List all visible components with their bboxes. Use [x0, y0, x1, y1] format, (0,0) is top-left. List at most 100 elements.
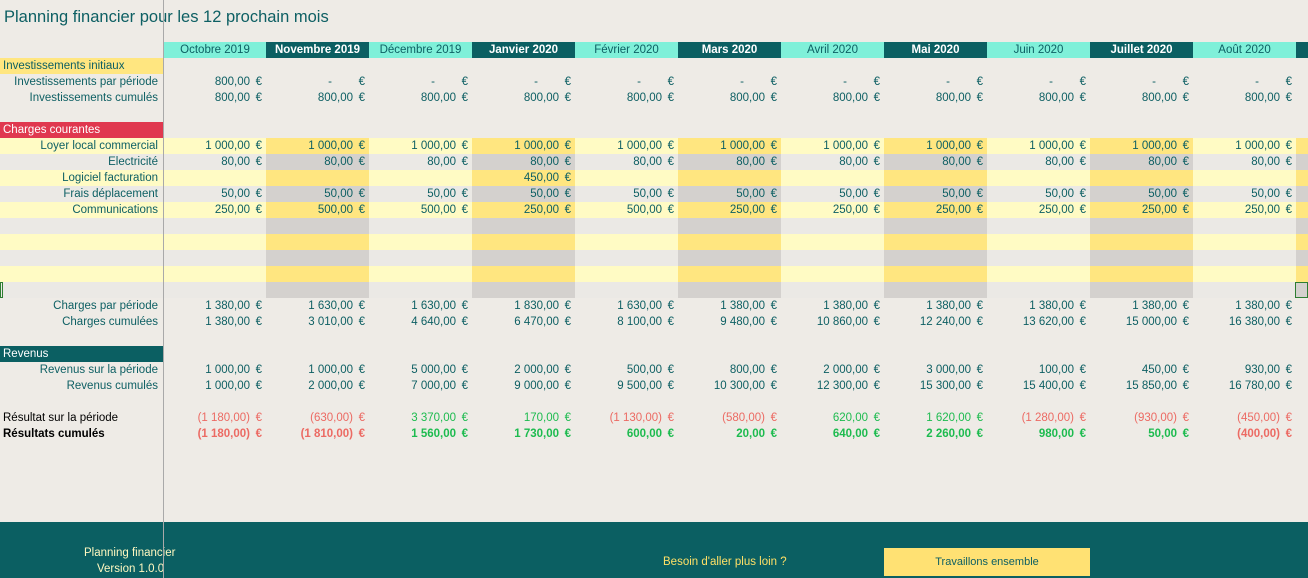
value-cell[interactable]: 2 260,00 € [884, 426, 987, 442]
value-cell[interactable]: 13 620,00 € [987, 314, 1090, 330]
value-cell[interactable] [1296, 410, 1308, 426]
value-cell[interactable]: (1 810,00) € [266, 426, 369, 442]
value-cell[interactable] [266, 282, 369, 298]
value-cell[interactable]: 1 000,00 € [1193, 138, 1296, 154]
value-cell[interactable]: 250,00 € [678, 202, 781, 218]
value-cell[interactable]: 7 000,00 € [369, 378, 472, 394]
value-cell[interactable] [1090, 234, 1193, 250]
value-cell[interactable] [369, 170, 472, 186]
value-cell[interactable] [678, 170, 781, 186]
value-cell[interactable]: 2 000,00 € [472, 362, 575, 378]
value-cell[interactable]: 640,00 € [781, 426, 884, 442]
value-cell[interactable]: - € [369, 74, 472, 90]
value-cell[interactable]: 16 780,00 € [1193, 378, 1296, 394]
row-label[interactable]: Revenus cumulés [66, 380, 158, 392]
value-cell[interactable] [1193, 282, 1296, 298]
value-cell[interactable] [884, 218, 987, 234]
value-cell[interactable] [1296, 314, 1308, 330]
value-cell[interactable] [575, 170, 678, 186]
month-header[interactable]: Décembre 2019 [369, 42, 472, 58]
value-cell[interactable] [781, 250, 884, 266]
value-cell[interactable]: 1 000,00 € [678, 138, 781, 154]
value-cell[interactable]: 4 640,00 € [369, 314, 472, 330]
row-label[interactable] [0, 250, 163, 266]
row-label[interactable]: Résultat sur la période [3, 412, 119, 424]
value-cell[interactable]: 1 630,00 € [369, 298, 472, 314]
value-cell[interactable]: 800,00 € [781, 90, 884, 106]
section-investissements-label[interactable]: Investissements initiaux [0, 58, 163, 74]
value-cell[interactable]: (1 280,00) € [987, 410, 1090, 426]
value-cell[interactable]: 500,00 € [369, 202, 472, 218]
value-cell[interactable]: 170,00 € [472, 410, 575, 426]
value-cell[interactable]: 15 400,00 € [987, 378, 1090, 394]
value-cell[interactable]: 2 000,00 € [781, 362, 884, 378]
value-cell[interactable]: 800,00 € [266, 90, 369, 106]
value-cell[interactable]: 20,00 € [678, 426, 781, 442]
value-cell[interactable]: (450,00) € [1193, 410, 1296, 426]
value-cell[interactable] [678, 218, 781, 234]
value-cell[interactable]: (630,00) € [266, 410, 369, 426]
value-cell[interactable] [884, 234, 987, 250]
value-cell[interactable] [884, 250, 987, 266]
month-header[interactable]: Juillet 2020 [1090, 42, 1193, 58]
value-cell[interactable] [575, 218, 678, 234]
value-cell[interactable] [164, 234, 266, 250]
value-cell[interactable]: 250,00 € [987, 202, 1090, 218]
value-cell[interactable] [472, 266, 575, 282]
value-cell[interactable] [369, 282, 472, 298]
value-cell[interactable]: 80,00 € [369, 154, 472, 170]
value-cell[interactable] [1090, 266, 1193, 282]
value-cell[interactable]: 50,00 € [884, 186, 987, 202]
value-cell[interactable] [164, 266, 266, 282]
month-header[interactable]: Novembre 2019 [266, 42, 369, 58]
value-cell[interactable]: 1 380,00 € [678, 298, 781, 314]
value-cell[interactable]: 1 000,00 € [369, 138, 472, 154]
value-cell[interactable]: 50,00 € [369, 186, 472, 202]
value-cell[interactable] [987, 282, 1090, 298]
value-cell[interactable]: 1 380,00 € [781, 298, 884, 314]
value-cell[interactable]: 1 630,00 € [266, 298, 369, 314]
month-header[interactable]: Janvier 2020 [472, 42, 575, 58]
value-cell[interactable]: 80,00 € [987, 154, 1090, 170]
row-label[interactable]: Electricité [0, 154, 163, 170]
value-cell[interactable] [678, 266, 781, 282]
value-cell[interactable] [1090, 250, 1193, 266]
value-cell[interactable]: 800,00 € [369, 90, 472, 106]
value-cell[interactable] [266, 218, 369, 234]
value-cell[interactable]: 930,00 € [1193, 362, 1296, 378]
value-cell[interactable] [1296, 298, 1308, 314]
value-cell[interactable] [266, 234, 369, 250]
value-cell[interactable] [575, 250, 678, 266]
value-cell[interactable] [369, 266, 472, 282]
value-cell[interactable] [781, 282, 884, 298]
value-cell[interactable]: (1 130,00) € [575, 410, 678, 426]
value-cell[interactable] [369, 218, 472, 234]
value-cell[interactable]: 620,00 € [781, 410, 884, 426]
value-cell[interactable]: - € [781, 74, 884, 90]
value-cell[interactable]: 1 380,00 € [884, 298, 987, 314]
value-cell[interactable]: 1 000,00 € [472, 138, 575, 154]
value-cell[interactable]: 3 010,00 € [266, 314, 369, 330]
value-cell[interactable]: - € [472, 74, 575, 90]
section-charges-label[interactable]: Charges courantes [0, 122, 163, 138]
value-cell[interactable]: 16 380,00 € [1193, 314, 1296, 330]
value-cell[interactable] [987, 170, 1090, 186]
value-cell[interactable]: 3 000,00 € [884, 362, 987, 378]
value-cell[interactable]: (930,00) € [1090, 410, 1193, 426]
value-cell[interactable] [678, 234, 781, 250]
value-cell[interactable] [987, 218, 1090, 234]
value-cell[interactable]: - € [1090, 74, 1193, 90]
value-cell[interactable]: 15 300,00 € [884, 378, 987, 394]
value-cell[interactable]: 80,00 € [266, 154, 369, 170]
row-label[interactable]: Revenus sur la période [39, 364, 158, 376]
value-cell[interactable] [987, 234, 1090, 250]
row-label[interactable]: Communications [0, 202, 163, 218]
value-cell[interactable]: 1 630,00 € [575, 298, 678, 314]
row-label[interactable]: Frais déplacement [0, 186, 163, 202]
value-cell[interactable]: 1 000,00 € [164, 138, 266, 154]
value-cell[interactable] [266, 266, 369, 282]
value-cell[interactable]: 12 240,00 € [884, 314, 987, 330]
value-cell[interactable]: 250,00 € [164, 202, 266, 218]
value-cell[interactable]: 800,00 € [575, 90, 678, 106]
value-cell[interactable]: 1 000,00 € [575, 138, 678, 154]
